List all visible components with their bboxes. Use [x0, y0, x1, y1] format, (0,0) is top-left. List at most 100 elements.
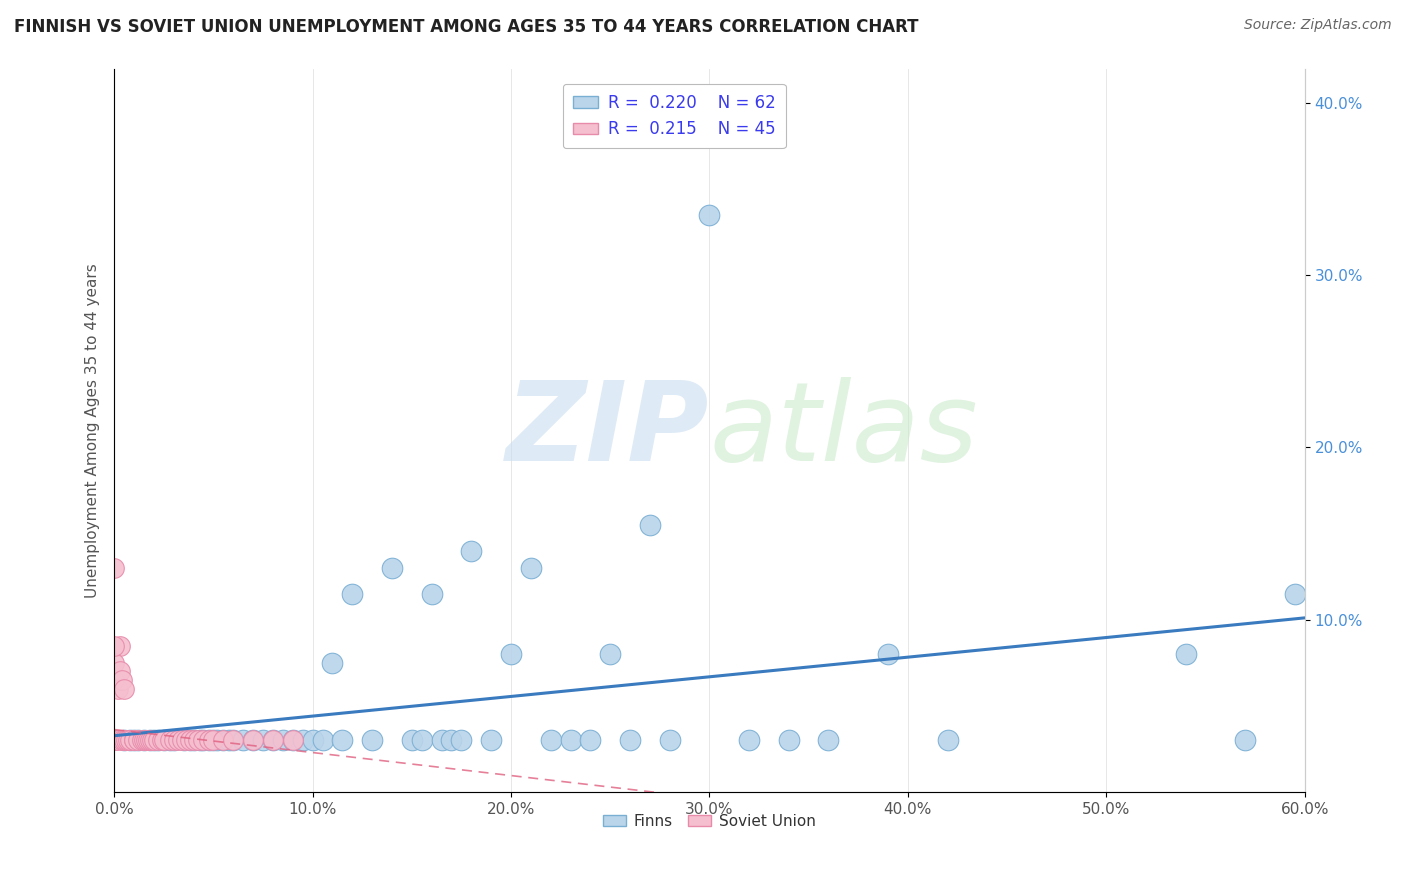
Point — [450, 733, 472, 747]
Point — [174, 733, 197, 747]
Point — [103, 733, 125, 747]
Point — [207, 733, 229, 747]
Point — [173, 733, 195, 747]
Point — [150, 733, 173, 747]
Point — [111, 673, 134, 687]
Point — [311, 733, 333, 747]
Point — [142, 733, 165, 747]
Point — [139, 733, 162, 747]
Point — [115, 733, 138, 747]
Point — [342, 587, 364, 601]
Point — [232, 733, 254, 747]
Point — [411, 733, 433, 747]
Point — [132, 733, 155, 747]
Point — [188, 733, 211, 747]
Point — [111, 733, 134, 747]
Point — [242, 733, 264, 747]
Point — [198, 733, 221, 747]
Point — [103, 673, 125, 687]
Point — [127, 733, 149, 747]
Point — [179, 733, 201, 747]
Point — [321, 656, 343, 670]
Point — [301, 733, 323, 747]
Point — [540, 733, 562, 747]
Point — [291, 733, 314, 747]
Point — [738, 733, 761, 747]
Point — [271, 733, 294, 747]
Point — [103, 733, 125, 747]
Point — [112, 733, 135, 747]
Point — [877, 647, 900, 661]
Point — [179, 733, 201, 747]
Point — [1234, 733, 1257, 747]
Legend: Finns, Soviet Union: Finns, Soviet Union — [598, 808, 821, 835]
Point — [163, 733, 186, 747]
Point — [430, 733, 453, 747]
Point — [281, 733, 304, 747]
Point — [146, 733, 169, 747]
Point — [122, 733, 145, 747]
Point — [103, 561, 125, 575]
Point — [420, 587, 443, 601]
Point — [262, 733, 284, 747]
Point — [579, 733, 602, 747]
Point — [381, 561, 404, 575]
Text: Source: ZipAtlas.com: Source: ZipAtlas.com — [1244, 18, 1392, 32]
Point — [163, 733, 186, 747]
Point — [460, 544, 482, 558]
Point — [202, 733, 225, 747]
Point — [499, 647, 522, 661]
Point — [198, 733, 221, 747]
Point — [599, 647, 621, 661]
Point — [440, 733, 463, 747]
Point — [107, 681, 129, 696]
Point — [131, 733, 153, 747]
Point — [142, 733, 165, 747]
Point — [183, 733, 205, 747]
Text: FINNISH VS SOVIET UNION UNEMPLOYMENT AMONG AGES 35 TO 44 YEARS CORRELATION CHART: FINNISH VS SOVIET UNION UNEMPLOYMENT AMO… — [14, 18, 918, 36]
Point — [242, 733, 264, 747]
Point — [103, 733, 125, 747]
Point — [122, 733, 145, 747]
Point — [146, 733, 169, 747]
Point — [103, 733, 125, 747]
Point — [166, 733, 188, 747]
Point — [159, 733, 181, 747]
Point — [103, 733, 125, 747]
Point — [103, 639, 125, 653]
Point — [170, 733, 193, 747]
Point — [193, 733, 215, 747]
Point — [120, 733, 142, 747]
Point — [103, 733, 125, 747]
Point — [108, 639, 131, 653]
Point — [332, 733, 354, 747]
Point — [1284, 587, 1306, 601]
Point — [107, 733, 129, 747]
Point — [638, 518, 661, 533]
Point — [281, 733, 304, 747]
Point — [132, 733, 155, 747]
Point — [183, 733, 205, 747]
Point — [103, 656, 125, 670]
Point — [103, 733, 125, 747]
Point — [212, 733, 235, 747]
Point — [120, 733, 142, 747]
Point — [186, 733, 208, 747]
Text: atlas: atlas — [710, 376, 979, 483]
Point — [112, 733, 135, 747]
Y-axis label: Unemployment Among Ages 35 to 44 years: Unemployment Among Ages 35 to 44 years — [86, 263, 100, 598]
Point — [560, 733, 582, 747]
Point — [152, 733, 174, 747]
Point — [141, 733, 163, 747]
Point — [262, 733, 284, 747]
Point — [193, 733, 215, 747]
Point — [401, 733, 423, 747]
Point — [108, 665, 131, 679]
Point — [159, 733, 181, 747]
Point — [152, 733, 174, 747]
Point — [218, 733, 240, 747]
Point — [103, 733, 125, 747]
Point — [135, 733, 157, 747]
Point — [136, 733, 159, 747]
Point — [202, 733, 225, 747]
